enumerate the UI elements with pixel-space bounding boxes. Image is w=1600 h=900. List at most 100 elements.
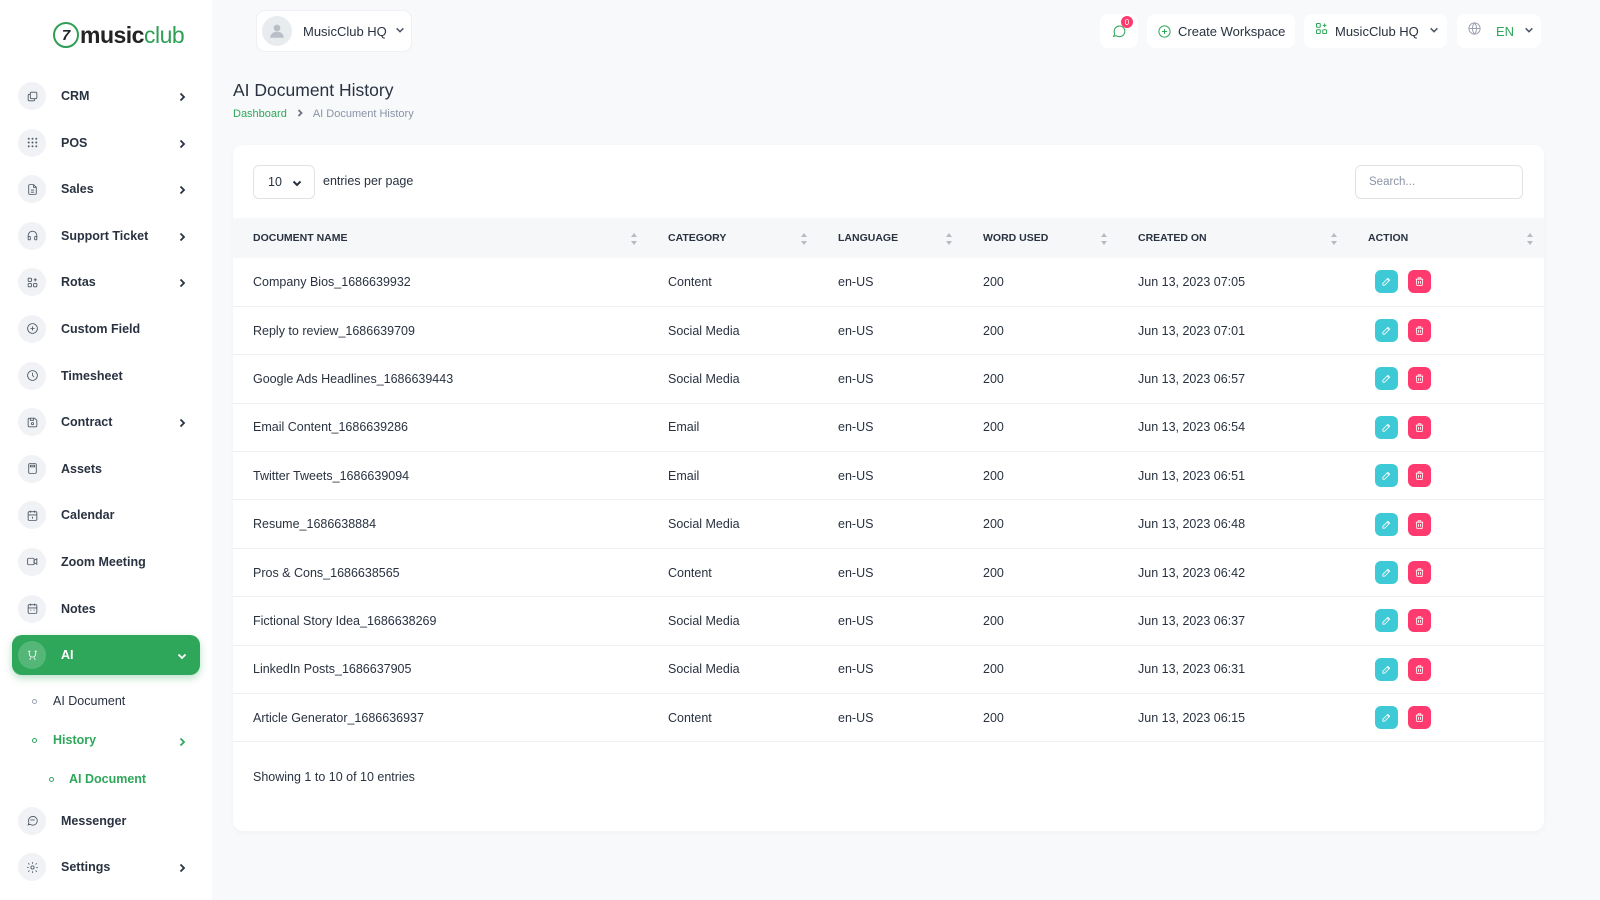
category-cell: Social Media: [648, 306, 818, 356]
sidebar-item-label: Custom Field: [61, 321, 141, 336]
edit-button[interactable]: [1375, 657, 1398, 681]
notes-calendar-icon: [18, 594, 46, 623]
sidebar-item-crm[interactable]: CRM: [12, 76, 200, 116]
sidebar-item-assets[interactable]: Assets: [12, 449, 200, 489]
file-icon: [18, 175, 46, 204]
create-workspace-label: Create Workspace: [1178, 23, 1286, 39]
edit-button[interactable]: [1375, 512, 1398, 536]
sidebar-item-label: Zoom Meeting: [61, 554, 146, 569]
brand-logo[interactable]: 7 musicclub: [53, 20, 185, 50]
column-header-label: Created On: [1138, 232, 1207, 244]
trash-icon: [1414, 615, 1425, 626]
submenu-history-ai-document[interactable]: AI Document: [12, 760, 200, 799]
column-header-created-on[interactable]: Created On: [1118, 218, 1348, 258]
sidebar-item-ai[interactable]: AI: [12, 635, 200, 676]
bullet-dot-icon: [49, 776, 54, 782]
column-header-word-used[interactable]: Word Used: [963, 218, 1118, 258]
workspace-switcher[interactable]: MusicClub HQ: [257, 11, 411, 51]
bullet-dot-icon: [32, 698, 37, 704]
entries-per-page-select[interactable]: 10: [253, 165, 315, 199]
edit-button[interactable]: [1375, 319, 1398, 343]
action-cell: [1348, 499, 1544, 549]
delete-button[interactable]: [1408, 609, 1431, 633]
entries-per-page-label: entries per page: [323, 174, 414, 188]
document-name-cell: Article Generator_1686636937: [233, 693, 648, 743]
document-history-card: 10 entries per page Document Name Categor…: [233, 145, 1544, 831]
document-name-cell: Fictional Story Idea_1686638269: [233, 596, 648, 646]
table-row: Reply to review_1686639709 Social Media en…: [233, 306, 1544, 356]
delete-button[interactable]: [1408, 706, 1431, 730]
sidebar-item-calendar[interactable]: Calendar: [12, 495, 200, 535]
sidebar-item-settings[interactable]: Settings: [12, 847, 200, 887]
create-workspace-button[interactable]: Create Workspace: [1147, 14, 1295, 48]
delete-button[interactable]: [1408, 270, 1431, 294]
submenu-history[interactable]: History: [12, 721, 200, 760]
category-cell: Content: [648, 693, 818, 743]
table-row: Email Content_1686639286 Email en-US 200 Jun…: [233, 403, 1544, 453]
sort-icon: [1330, 232, 1338, 246]
category-cell: Social Media: [648, 596, 818, 646]
created-on-cell: Jun 13, 2023 06:48: [1118, 499, 1348, 549]
column-header-label: Language: [838, 232, 899, 244]
sidebar-item-zoom-meeting[interactable]: Zoom Meeting: [12, 542, 200, 582]
messages-button[interactable]: 0: [1100, 14, 1138, 48]
language-cell: en-US: [818, 354, 963, 404]
sidebar-item-label: POS: [61, 135, 88, 150]
delete-button[interactable]: [1408, 367, 1431, 391]
chevron-right-icon: [296, 108, 304, 120]
language-dropdown[interactable]: EN: [1457, 14, 1541, 48]
edit-button[interactable]: [1375, 706, 1398, 730]
action-cell: [1348, 403, 1544, 453]
delete-button[interactable]: [1408, 657, 1431, 681]
workspace-dropdown[interactable]: MusicClub HQ: [1304, 14, 1447, 48]
created-on-cell: Jun 13, 2023 06:31: [1118, 645, 1348, 695]
grid-dots-icon: [18, 128, 46, 157]
column-header-category[interactable]: Category: [648, 218, 818, 258]
submenu-ai-document[interactable]: AI Document: [12, 682, 200, 721]
chevron-right-icon: [176, 861, 188, 873]
table-row: Google Ads Headlines_1686639443 Social Me…: [233, 354, 1544, 404]
calendar-icon: [18, 501, 46, 530]
column-header-action[interactable]: Action: [1348, 218, 1544, 258]
sidebar-item-label: Settings: [61, 860, 111, 875]
trash-icon: [1414, 373, 1425, 384]
trash-icon: [1414, 519, 1425, 530]
action-cell: [1348, 258, 1544, 307]
column-header-label: Action: [1368, 232, 1409, 244]
column-header-document-name[interactable]: Document Name: [233, 218, 648, 258]
sidebar-item-sales[interactable]: Sales: [12, 169, 200, 209]
delete-button[interactable]: [1408, 464, 1431, 488]
action-cell: [1348, 306, 1544, 356]
sidebar-item-notes[interactable]: Notes: [12, 589, 200, 629]
delete-button[interactable]: [1408, 319, 1431, 343]
edit-button[interactable]: [1375, 415, 1398, 439]
edit-button[interactable]: [1375, 464, 1398, 488]
word-used-cell: 200: [963, 596, 1118, 646]
edit-button[interactable]: [1375, 561, 1398, 585]
edit-button[interactable]: [1375, 270, 1398, 294]
sidebar-item-messenger[interactable]: Messenger: [12, 801, 200, 841]
category-cell: Email: [648, 451, 818, 501]
submenu-label: History: [53, 733, 97, 748]
sidebar-item-custom-field[interactable]: Custom Field: [12, 309, 200, 349]
breadcrumb-dashboard-link[interactable]: Dashboard: [233, 108, 287, 120]
delete-button[interactable]: [1408, 512, 1431, 536]
search-input[interactable]: [1355, 165, 1523, 199]
document-name-cell: LinkedIn Posts_1686637905: [233, 645, 648, 695]
sidebar-item-label: Contract: [61, 415, 113, 430]
delete-button[interactable]: [1408, 415, 1431, 439]
sidebar-item-contract[interactable]: Contract: [12, 402, 200, 442]
sidebar-item-pos[interactable]: POS: [12, 123, 200, 163]
document-name-cell: Twitter Tweets_1686639094: [233, 451, 648, 501]
delete-button[interactable]: [1408, 561, 1431, 585]
category-cell: Social Media: [648, 645, 818, 695]
edit-button[interactable]: [1375, 367, 1398, 391]
sidebar-item-rotas[interactable]: Rotas: [12, 262, 200, 302]
document-table: Document Name Category Language Word Used Cr…: [233, 218, 1544, 743]
column-header-label: Document Name: [253, 232, 348, 244]
column-header-language[interactable]: Language: [818, 218, 963, 258]
edit-button[interactable]: [1375, 609, 1398, 633]
sidebar-item-timesheet[interactable]: Timesheet: [12, 356, 200, 396]
sidebar-item-support-ticket[interactable]: Support Ticket: [12, 216, 200, 256]
apps-icon: [1314, 21, 1329, 41]
